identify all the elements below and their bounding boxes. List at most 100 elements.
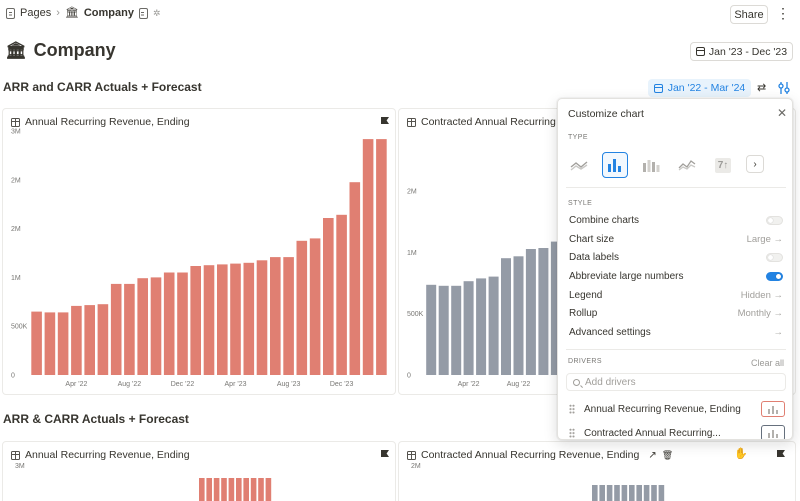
page-date-range-button[interactable]: Jan '23 - Dec '23 (690, 42, 793, 61)
bar[interactable] (97, 304, 109, 375)
drag-handle-icon[interactable] (569, 428, 575, 438)
stacked-bar-chart-type-button[interactable] (638, 152, 664, 178)
bar[interactable] (309, 238, 321, 375)
option-row-legend[interactable]: Legend Hidden → (569, 287, 783, 303)
option-row-data-labels[interactable]: Data labels (569, 249, 783, 265)
bar[interactable] (230, 263, 241, 375)
page-doc-icon[interactable] (138, 7, 148, 19)
option-row-abbreviate-large-numbers[interactable]: Abbreviate large numbers (569, 268, 783, 284)
driver-row[interactable]: Contracted Annual Recurring... (569, 423, 785, 439)
bar[interactable] (163, 272, 175, 376)
bar[interactable] (206, 478, 212, 501)
page-title-text[interactable]: Company (33, 40, 116, 60)
bar[interactable] (463, 281, 474, 375)
flag-icon[interactable] (777, 450, 785, 457)
bar[interactable] (525, 249, 536, 375)
bar[interactable] (137, 278, 148, 375)
bar[interactable] (362, 139, 374, 375)
bar[interactable] (592, 485, 598, 501)
bar[interactable] (228, 478, 235, 501)
multi-line-chart-type-button[interactable] (674, 152, 700, 178)
option-value[interactable]: → (773, 326, 784, 338)
bar[interactable] (636, 485, 642, 501)
bar[interactable] (550, 241, 561, 375)
bar[interactable] (643, 485, 650, 501)
bar[interactable] (651, 485, 657, 501)
driver-row[interactable]: Annual Recurring Revenue, Ending (569, 399, 785, 419)
bar[interactable] (336, 214, 347, 375)
chart-title[interactable]: Annual Recurring Revenue, Ending (25, 449, 190, 461)
bar[interactable] (451, 285, 462, 375)
bar-chart-type-button[interactable] (602, 152, 628, 178)
swap-icon[interactable]: ⇄ (757, 82, 767, 94)
chevron-right-icon[interactable]: › (746, 155, 764, 173)
bar[interactable] (256, 260, 268, 375)
bar[interactable] (250, 478, 257, 501)
bar[interactable] (538, 248, 549, 375)
breadcrumb-company[interactable]: Company (83, 7, 134, 19)
bar[interactable] (426, 284, 437, 375)
bar[interactable] (501, 258, 511, 375)
option-value[interactable]: Monthly → (737, 307, 783, 319)
close-icon[interactable]: ✕ (777, 106, 788, 120)
chart-title[interactable]: Contracted Annual Recurring Revenue, End… (421, 449, 640, 461)
toggle-switch[interactable] (766, 271, 783, 281)
driver-chart-type-icon[interactable] (761, 401, 785, 417)
bar[interactable] (199, 478, 205, 501)
sparkle-icon[interactable]: ✲ (152, 7, 161, 18)
bar[interactable] (323, 218, 334, 375)
bar[interactable] (513, 256, 524, 375)
bar[interactable] (258, 478, 264, 501)
bar[interactable] (349, 182, 361, 375)
chart-title[interactable]: Annual Recurring Revenue, Ending (25, 116, 190, 128)
bar[interactable] (213, 478, 220, 501)
section-title[interactable]: ARR and CARR Actuals + Forecast (3, 80, 202, 94)
flag-icon[interactable] (381, 450, 389, 457)
bar[interactable] (658, 485, 665, 501)
bar[interactable] (124, 283, 135, 375)
bar[interactable] (476, 278, 487, 375)
bar[interactable] (438, 285, 449, 375)
bar[interactable] (57, 312, 69, 375)
bar[interactable] (110, 283, 122, 375)
bar[interactable] (488, 276, 499, 375)
clear-all-button[interactable]: Clear all (750, 358, 784, 368)
open-external-icon[interactable]: ↗ (648, 449, 657, 461)
bar[interactable] (376, 139, 387, 375)
bar[interactable] (190, 266, 201, 375)
option-value[interactable]: Large → (746, 233, 783, 245)
section-date-range-button[interactable]: Jan '22 - Mar '24 (648, 79, 751, 97)
option-row-rollup[interactable]: Rollup Monthly → (569, 305, 783, 321)
option-row-combine-charts[interactable]: Combine charts (569, 212, 783, 228)
option-row-chart-size[interactable]: Chart size Large → (569, 231, 783, 247)
drag-handle-icon[interactable] (569, 404, 575, 414)
bar[interactable] (221, 478, 227, 501)
bar[interactable] (621, 485, 628, 501)
bar[interactable] (44, 312, 56, 375)
carr-chart-card-bottom[interactable]: Contracted Annual Recurring Revenue, End… (398, 441, 796, 501)
driver-chart-type-icon[interactable] (761, 425, 785, 439)
bar[interactable] (84, 305, 95, 375)
bar[interactable] (177, 272, 188, 376)
option-row-advanced-settings[interactable]: Advanced settings → (569, 324, 783, 340)
option-value[interactable]: Hidden → (740, 289, 783, 301)
line-chart-type-button[interactable] (566, 152, 592, 178)
toggle-switch[interactable] (766, 215, 783, 225)
chart-settings-icon[interactable] (777, 80, 791, 96)
number-chart-type-button[interactable]: 7↑ (710, 152, 736, 178)
bar[interactable] (217, 264, 228, 375)
bar[interactable] (270, 257, 281, 375)
flag-icon[interactable] (381, 117, 389, 124)
bar[interactable] (203, 265, 215, 375)
bar[interactable] (599, 485, 605, 501)
toggle-switch[interactable] (766, 252, 783, 262)
bar[interactable] (614, 485, 620, 501)
breadcrumb-pages[interactable]: Pages (20, 7, 52, 19)
section-title[interactable]: ARR & CARR Actuals + Forecast (3, 412, 189, 426)
bar[interactable] (243, 478, 249, 501)
bar[interactable] (150, 277, 162, 375)
bar[interactable] (296, 240, 308, 375)
bar[interactable] (606, 485, 613, 501)
bar[interactable] (31, 311, 42, 375)
bar[interactable] (243, 262, 255, 375)
